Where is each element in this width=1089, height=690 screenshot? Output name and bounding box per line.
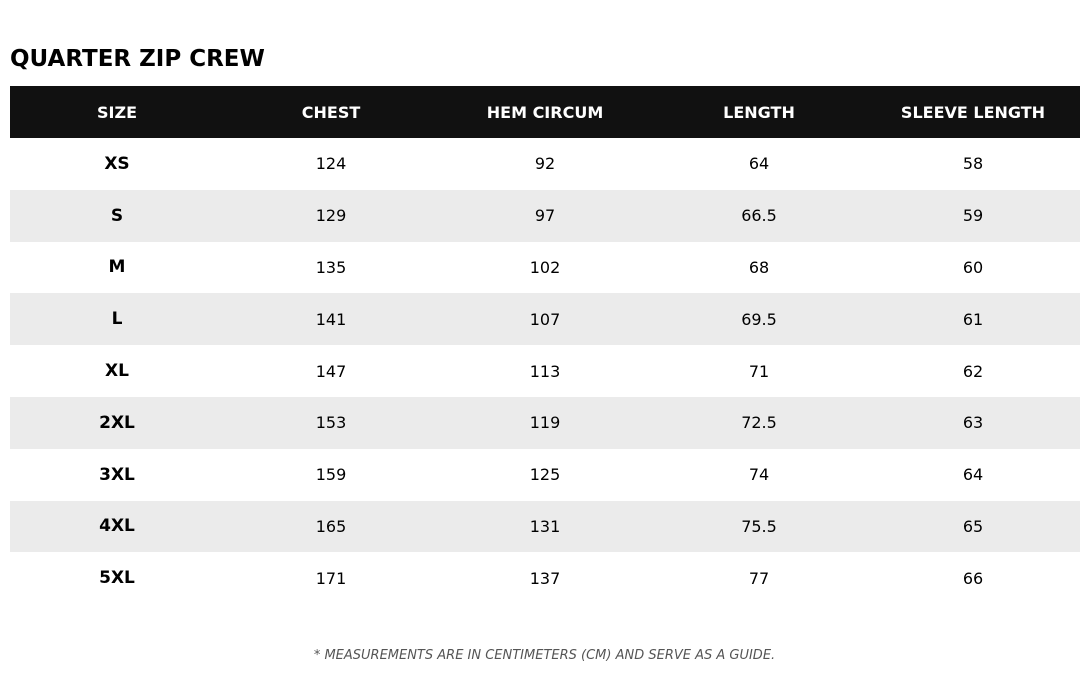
table-cell: 3XL — [99, 464, 135, 485]
table-row: 4XL 165 131 75.5 65 — [10, 500, 1080, 553]
table-cell: 131 — [438, 500, 652, 553]
header-cell: CHEST — [224, 86, 438, 138]
table-cell: 75.5 — [652, 500, 866, 553]
table-row: 5XL 171 137 77 66 — [10, 552, 1080, 604]
table-cell: 68 — [748, 257, 770, 277]
table-cell: 119 — [438, 396, 652, 449]
table-cell: 60 — [962, 257, 984, 277]
table-cell: 97 — [438, 189, 652, 242]
table-cell: 77 — [748, 568, 770, 588]
table-row: XL 147 113 71 62 — [10, 345, 1080, 397]
table-cell: 135 — [315, 257, 347, 277]
table-cell: 124 — [315, 154, 347, 174]
table-cell: 129 — [224, 189, 438, 242]
table-row: M 135 102 68 60 — [10, 242, 1080, 294]
header-cell: LENGTH — [652, 86, 866, 138]
table-body: XS 124 92 64 58 S 129 97 66.5 59 M 135 102 68 60 L 141 10… — [10, 138, 1080, 604]
table-cell: 69.5 — [652, 293, 866, 346]
table-cell: 58 — [962, 154, 984, 174]
table-row: 2XL 153 119 72.5 63 — [10, 396, 1080, 449]
table-row: S 129 97 66.5 59 — [10, 189, 1080, 242]
table-row: XS 124 92 64 58 — [10, 138, 1080, 190]
table-cell: 5XL — [99, 568, 135, 589]
table-cell: 107 — [438, 293, 652, 346]
table-row: 3XL 159 125 74 64 — [10, 449, 1080, 501]
table-cell: 141 — [224, 293, 438, 346]
table-cell: 171 — [315, 568, 347, 588]
header-cell: SLEEVE LENGTH — [866, 86, 1080, 138]
size-table: SIZE CHEST HEM CIRCUM LENGTH SLEEVE LENGTH X… — [10, 86, 1080, 604]
table-cell: 137 — [529, 568, 561, 588]
table-cell: M — [108, 257, 126, 278]
table-cell: 102 — [529, 257, 561, 277]
footnote: * MEASUREMENTS ARE IN CENTIMETERS (CM) A… — [313, 648, 776, 663]
table-cell: XS — [104, 153, 130, 174]
table-cell: 61 — [866, 293, 1080, 346]
table-cell: 92 — [534, 154, 556, 174]
table-cell: 71 — [748, 361, 770, 381]
table-cell: 2XL — [10, 396, 224, 449]
table-cell: 64 — [748, 154, 770, 174]
table-cell: 153 — [224, 396, 438, 449]
table-cell: 147 — [315, 361, 347, 381]
table-cell: 125 — [529, 465, 561, 485]
table-cell: 63 — [866, 396, 1080, 449]
table-cell: 66.5 — [652, 189, 866, 242]
table-cell: 66 — [962, 568, 984, 588]
table-cell: 74 — [748, 465, 770, 485]
table-cell: 165 — [224, 500, 438, 553]
table-cell: 59 — [866, 189, 1080, 242]
table-row: L 141 107 69.5 61 — [10, 293, 1080, 346]
table-cell: 65 — [866, 500, 1080, 553]
table-cell: XL — [105, 361, 129, 382]
table-cell: 72.5 — [652, 396, 866, 449]
header-row: SIZE CHEST HEM CIRCUM LENGTH SLEEVE LENGTH — [10, 86, 1080, 138]
header-cell: HEM CIRCUM — [438, 86, 652, 138]
header-cell: SIZE — [10, 86, 224, 138]
table-cell: 64 — [962, 465, 984, 485]
table-cell: S — [10, 189, 224, 242]
table-cell: 4XL — [10, 500, 224, 553]
table-cell: L — [10, 293, 224, 346]
title: QUARTER ZIP CREW — [10, 46, 265, 72]
table-cell: 62 — [962, 361, 984, 381]
table-cell: 113 — [529, 361, 561, 381]
table-cell: 159 — [315, 465, 347, 485]
